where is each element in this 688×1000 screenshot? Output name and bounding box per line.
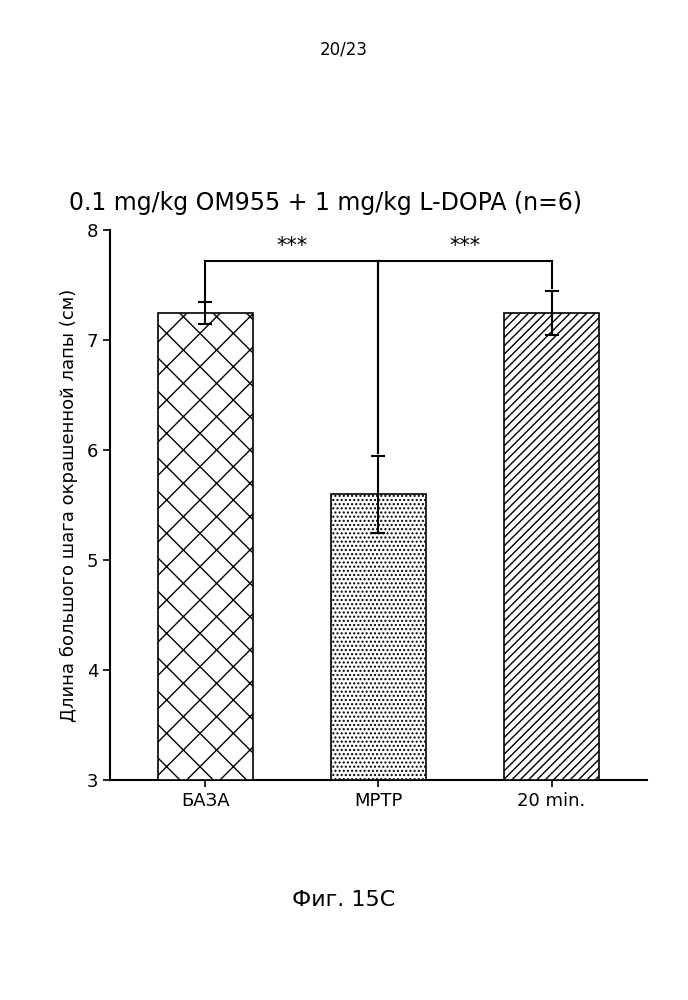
Text: 0.1 mg/kg OM955 + 1 mg/kg L-DOPA (n=6): 0.1 mg/kg OM955 + 1 mg/kg L-DOPA (n=6)	[69, 191, 582, 215]
Y-axis label: Длина большого шага окрашенной лапы (см): Длина большого шага окрашенной лапы (см)	[60, 288, 78, 722]
Bar	[331, 494, 426, 780]
Text: ***: ***	[277, 236, 308, 256]
Bar	[504, 312, 599, 780]
Text: ***: ***	[449, 236, 480, 256]
Text: Фиг. 15С: Фиг. 15С	[292, 890, 396, 910]
Text: 20/23: 20/23	[320, 40, 368, 58]
Bar	[158, 312, 253, 780]
